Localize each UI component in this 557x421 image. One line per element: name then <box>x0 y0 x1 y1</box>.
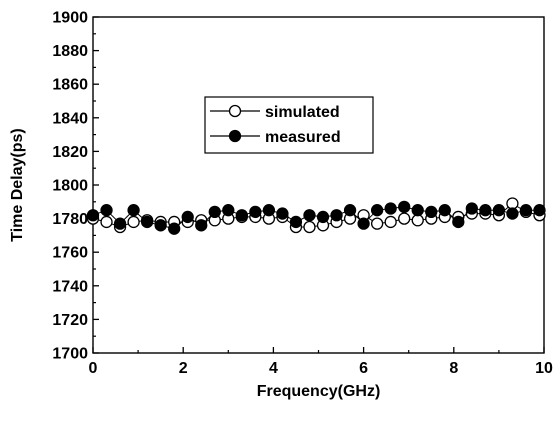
y-axis-title: Time Delay(ps) <box>9 128 26 242</box>
plot-frame <box>92 16 545 354</box>
data-point-measured <box>479 204 492 217</box>
legend-marker-measured <box>228 129 242 143</box>
data-point-measured <box>100 204 113 217</box>
y-tick-label: 1720 <box>52 312 88 329</box>
data-point-simulated <box>100 215 113 229</box>
data-point-measured <box>370 204 384 217</box>
x-axis: 0 2 4 6 8 10 <box>89 347 553 377</box>
legend: simulated measured <box>204 96 374 154</box>
data-point-measured <box>127 204 140 217</box>
data-point-measured <box>411 204 424 217</box>
data-point-measured <box>289 215 303 229</box>
data-point-measured <box>492 204 506 217</box>
data-point-measured <box>262 204 276 217</box>
data-point-measured <box>506 207 519 220</box>
y-tick-label: 1760 <box>52 245 88 262</box>
series-line-measured <box>92 206 540 230</box>
data-point-measured <box>452 215 465 229</box>
data-point-measured <box>113 217 127 230</box>
data-point-measured <box>384 202 397 215</box>
data-point-measured <box>438 204 451 217</box>
data-point-measured <box>154 219 167 232</box>
data-point-measured <box>86 209 100 222</box>
y-tick-label: 1700 <box>52 346 88 363</box>
x-axis-title: Frequency(GHz) <box>257 383 381 400</box>
data-point-simulated <box>411 214 424 227</box>
data-point-measured <box>519 204 533 217</box>
data-point-simulated <box>506 197 519 210</box>
data-point-measured <box>208 205 221 219</box>
x-tick-label: 8 <box>449 360 458 377</box>
data-point-simulated <box>303 220 316 234</box>
data-point-measured <box>425 205 438 219</box>
data-point-measured <box>316 210 330 224</box>
y-tick-label: 1900 <box>52 10 88 27</box>
data-point-measured <box>533 204 546 217</box>
data-point-measured <box>140 215 154 229</box>
y-axis: 1700 1720 1740 1760 1780 1800 1820 1840 1860 1880… <box>52 10 99 363</box>
data-point-measured <box>222 204 235 217</box>
data-point-measured <box>343 204 357 217</box>
legend-label-simulated: simulated <box>265 104 340 121</box>
y-tick-label: 1740 <box>52 278 88 295</box>
y-tick-label: 1780 <box>52 211 88 228</box>
data-point-measured <box>195 219 208 232</box>
data-point-measured <box>276 207 289 220</box>
legend-marker-simulated <box>228 104 242 118</box>
legend-label-measured: measured <box>265 129 341 146</box>
legend-item-simulated: simulated <box>210 104 340 121</box>
data-point-measured <box>303 209 316 222</box>
data-point-simulated <box>370 217 384 230</box>
data-point-measured <box>357 217 370 230</box>
x-tick-label: 0 <box>89 360 98 377</box>
y-tick-label: 1860 <box>52 77 88 94</box>
data-point-measured <box>235 209 248 222</box>
data-point-measured <box>330 209 343 222</box>
y-tick-label: 1880 <box>52 43 88 60</box>
data-point-measured <box>168 222 181 235</box>
data-point-measured <box>249 205 262 219</box>
data-point-simulated <box>384 215 397 229</box>
data-point-simulated <box>127 215 140 229</box>
y-tick-label: 1800 <box>52 178 88 195</box>
data-point-simulated <box>398 212 411 225</box>
data-point-measured <box>465 202 478 215</box>
x-tick-label: 4 <box>269 360 278 377</box>
legend-item-measured: measured <box>210 129 341 146</box>
x-tick-label: 6 <box>359 360 368 377</box>
series-measured <box>86 200 546 235</box>
series-layer <box>86 197 546 235</box>
x-tick-label: 2 <box>179 360 188 377</box>
plot-area <box>92 16 545 354</box>
x-tick-label: 10 <box>535 360 553 377</box>
data-point-measured <box>181 210 194 224</box>
data-point-measured <box>398 200 411 213</box>
y-tick-label: 1820 <box>52 144 88 161</box>
y-tick-label: 1840 <box>52 110 88 127</box>
